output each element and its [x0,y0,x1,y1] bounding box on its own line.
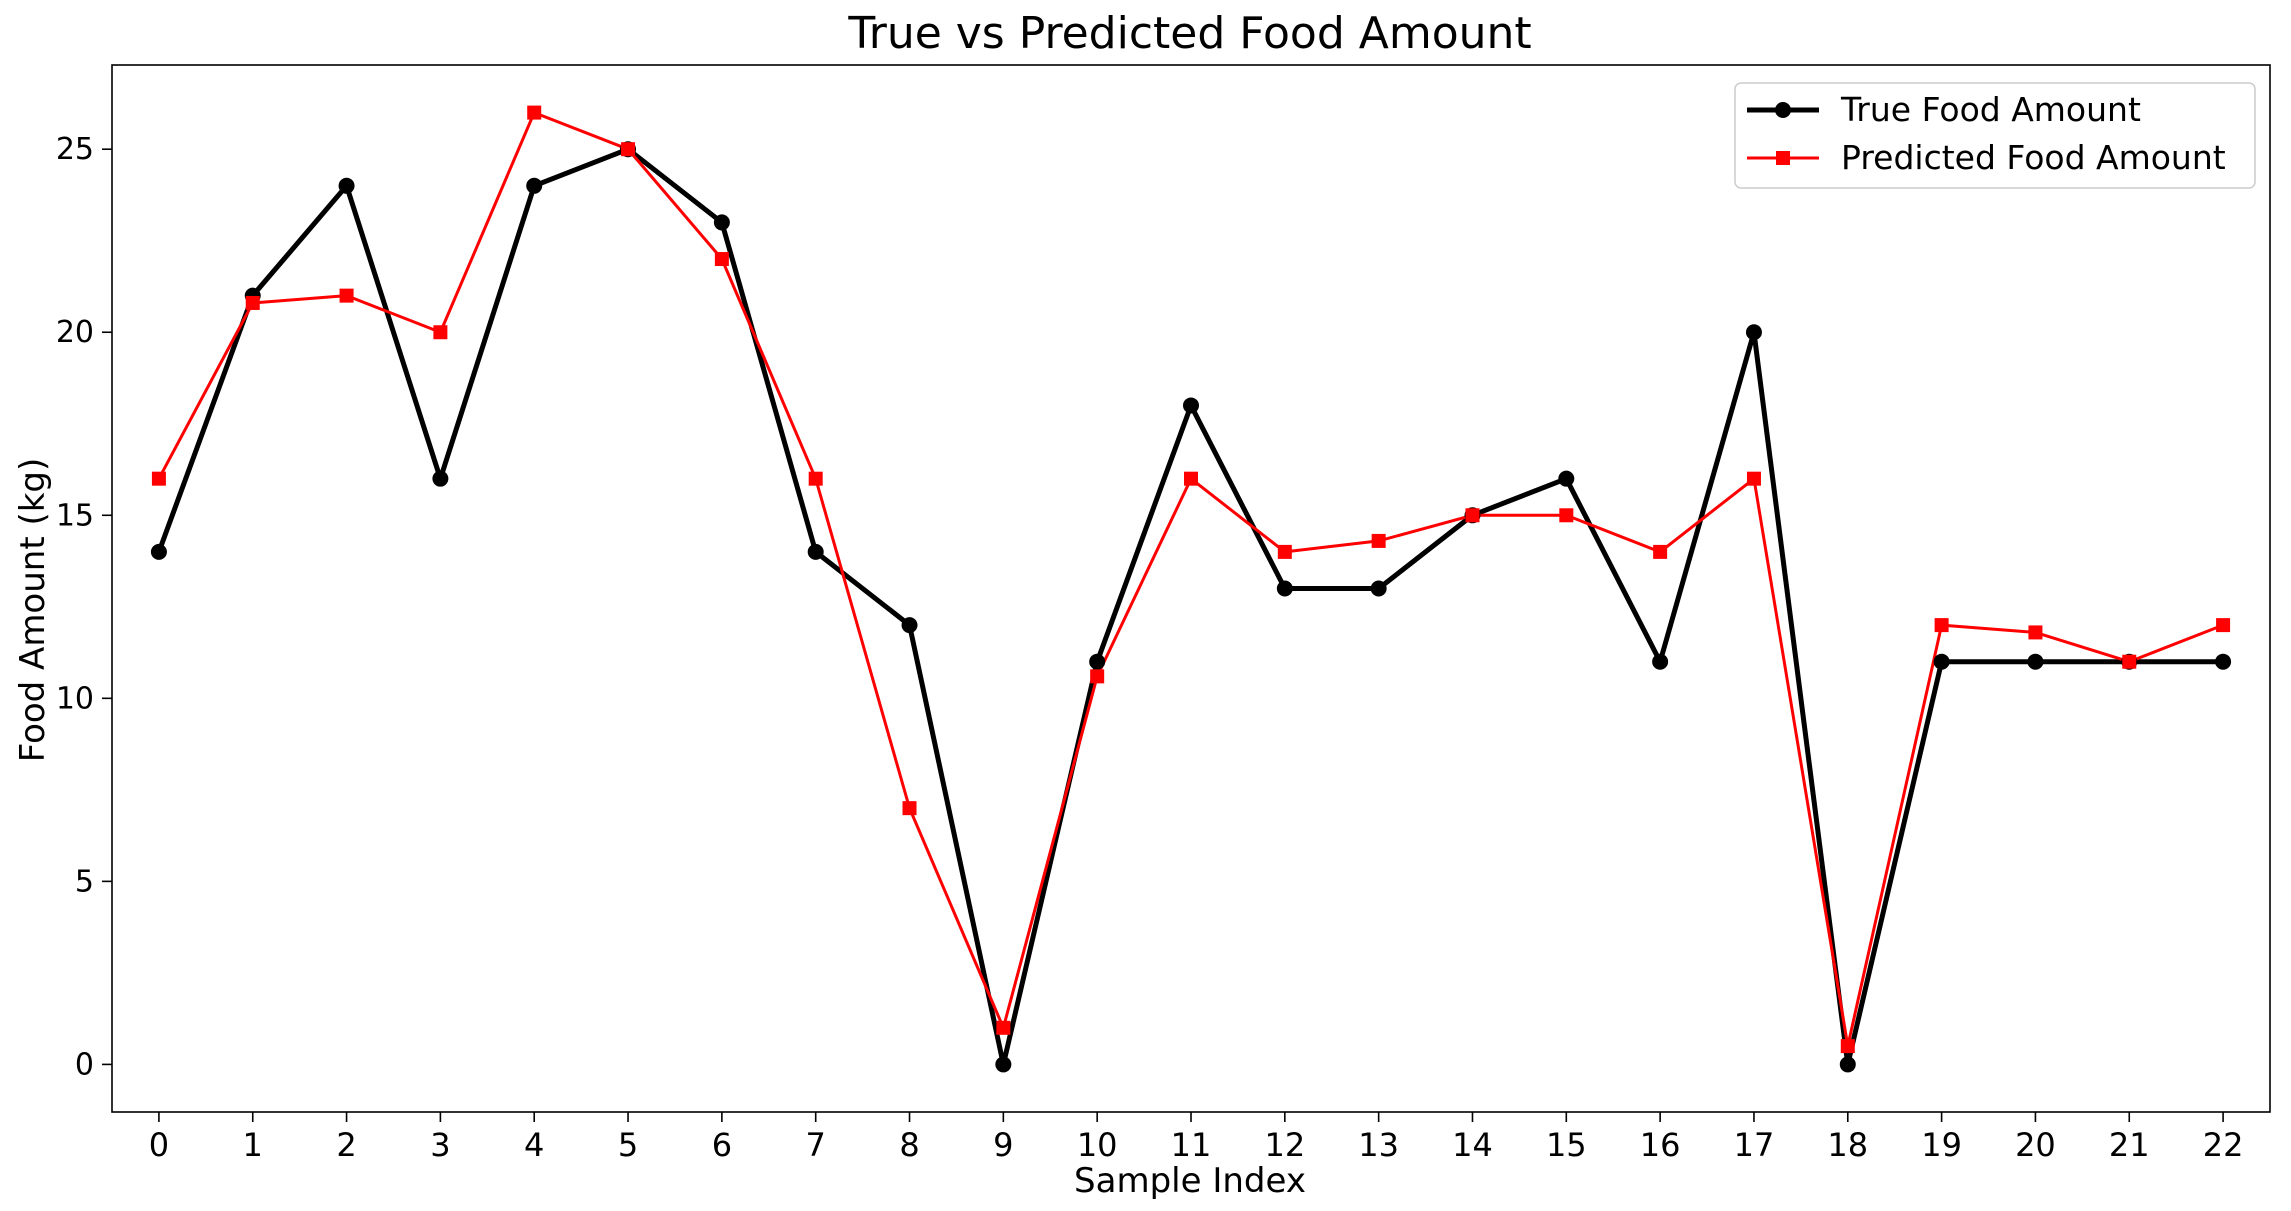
x-axis-label: Sample Index [1074,1161,1306,1201]
predicted-point [1653,544,1668,559]
predicted-point [1746,471,1761,486]
y-tick-label: 15 [56,498,94,533]
x-tick-label: 8 [899,1126,919,1164]
plot-frame [111,64,2271,1113]
true-point [1089,653,1106,670]
true-point [1276,580,1293,597]
y-tick-label: 0 [75,1047,94,1082]
x-tick-label: 13 [1358,1126,1399,1164]
true-point [1183,397,1199,414]
predicted-point [1277,544,1292,559]
predicted-point [1184,471,1198,486]
predicted-point [714,252,729,267]
true-point [901,617,918,634]
predicted-point [151,471,166,486]
true-point [995,1056,1012,1073]
predicted-point [1559,508,1574,523]
true-point [1652,653,1669,670]
y-tick-label: 20 [56,315,94,350]
predicted-point [621,142,636,157]
true-point [1839,1056,1856,1073]
predicted-point [527,105,542,120]
legend-label: True Food Amount [1840,90,2141,129]
x-tick-label: 2 [336,1126,356,1164]
predicted-point [808,471,823,486]
x-tick-label: 16 [1640,1126,1681,1164]
predicted-point [1371,533,1386,548]
true-point [338,177,355,194]
predicted-point [902,801,917,816]
true-point [526,177,543,194]
predicted-point [339,288,354,303]
x-tick-label: 7 [806,1126,826,1164]
x-tick-label: 17 [1734,1126,1775,1164]
x-tick-label: 6 [712,1126,732,1164]
x-tick-label: 10 [1077,1126,1118,1164]
true-point [1933,653,1950,670]
y-tick-label: 5 [75,864,94,899]
x-tick-label: 4 [524,1126,544,1164]
predicted-point [2028,625,2043,640]
x-tick-label: 22 [2203,1126,2244,1164]
true-point [713,214,730,231]
true-point [2215,653,2232,670]
chart-title: True vs Predicted Food Amount [847,8,1531,59]
legend-label: Predicted Food Amount [1841,138,2226,177]
x-tick-label: 20 [2015,1126,2056,1164]
x-tick-label: 19 [1921,1126,1962,1164]
series-line-true [156,146,2224,1067]
predicted-point [245,295,260,310]
predicted-point [1840,1039,1855,1054]
legend: True Food Amount Predicted Food Amount [1734,82,2256,189]
x-tick-label: 3 [430,1126,450,1164]
predicted-point [2122,654,2137,669]
x-tick-label: 18 [1827,1126,1868,1164]
predicted-point [2216,618,2231,633]
true-point [432,470,449,487]
predicted-point [433,325,448,340]
x-tick-label: 21 [2109,1126,2150,1164]
legend-marker-circle [1775,102,1791,118]
x-tick-label: 12 [1264,1126,1305,1164]
legend-box [1734,82,2256,189]
x-tick-label: 9 [993,1126,1013,1164]
y-tick-label: 10 [56,681,94,716]
true-point [807,543,824,560]
y-tick-label: 25 [56,132,94,167]
predicted-point [1465,508,1480,523]
y-axis-label: Food Amount (kg) [13,458,53,763]
true-point [1558,470,1575,487]
predicted-point [996,1020,1011,1035]
x-tick-label: 1 [243,1126,263,1164]
true-point [150,543,167,560]
series-line-predicted [157,111,2224,1048]
true-point [2027,653,2044,670]
true-point [1745,324,1762,341]
predicted-point [1090,669,1105,684]
x-tick-label: 14 [1452,1126,1493,1164]
true-point [1370,580,1387,597]
legend-marker-square [1776,151,1790,165]
x-tick-label: 0 [149,1126,169,1164]
predicted-point [1934,618,1949,633]
x-tick-label: 11 [1171,1126,1212,1164]
plot-area: 0 1 2 3 4 5 6 7 8 9 10 11 12 13 14 15 16 17 18 19 20 21 220510… [56,64,2271,1164]
x-tick-label: 15 [1546,1126,1587,1164]
x-tick-label: 5 [618,1126,638,1164]
